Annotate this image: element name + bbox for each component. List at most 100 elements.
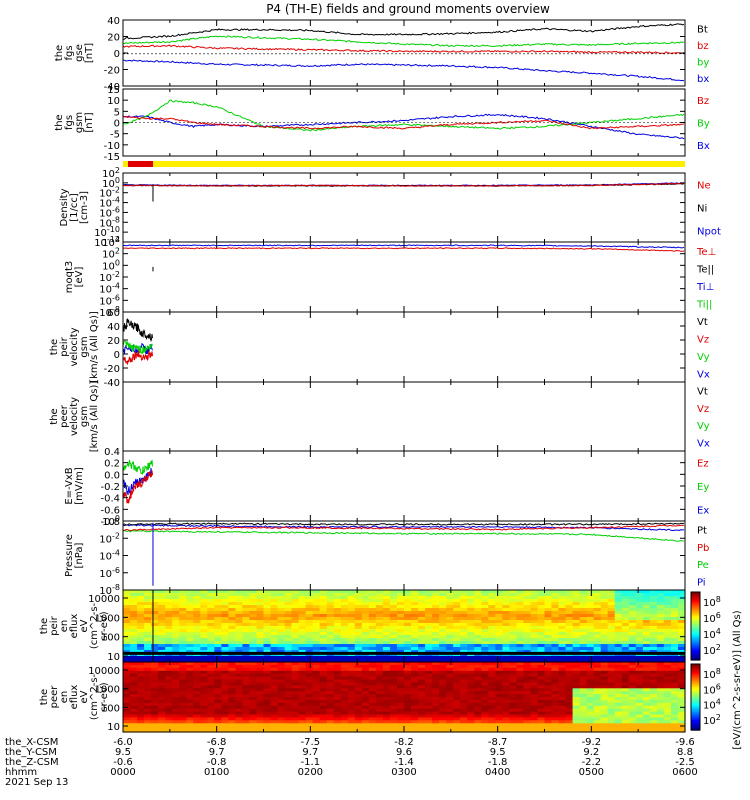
heatmap-cell: [326, 650, 335, 654]
heatmap-cell: [340, 638, 349, 642]
heatmap-cell: [291, 644, 300, 648]
heatmap-cell: [671, 608, 679, 612]
heatmap-cell: [544, 617, 553, 621]
heatmap-cell: [200, 688, 208, 692]
colorbar-tick-label: 102: [703, 643, 721, 657]
heatmap-cell: [656, 662, 665, 666]
heatmap-cell: [474, 605, 482, 609]
heatmap-cell: [291, 682, 300, 686]
heatmap-cell: [151, 723, 159, 727]
legend-entry: By: [697, 119, 710, 130]
heatmap-cell: [165, 623, 173, 627]
heatmap-cell: [509, 673, 517, 678]
heatmap-cell: [158, 714, 166, 718]
heatmap-cell: [319, 708, 328, 713]
heatmap-cell: [425, 679, 433, 683]
heatmap-cell: [354, 664, 363, 669]
heatmap-cell: [453, 664, 461, 669]
heatmap-cell: [270, 694, 279, 698]
heatmap-cell: [678, 708, 686, 713]
heatmap-cell: [228, 650, 236, 654]
heatmap-cell: [368, 602, 377, 606]
heatmap-cell: [579, 711, 588, 716]
y-tick-label: -5: [110, 130, 120, 141]
heatmap-cell: [656, 650, 665, 654]
heatmap-cell: [263, 635, 272, 639]
heatmap-cell: [460, 614, 468, 618]
heatmap-cell: [439, 694, 447, 698]
heatmap-cell: [347, 702, 356, 707]
heatmap-cell: [291, 617, 300, 621]
heatmap-cell: [523, 605, 531, 609]
heatmap-cell: [530, 641, 539, 645]
heatmap-cell: [165, 702, 173, 707]
heatmap-cell: [263, 699, 272, 704]
heatmap-cell: [186, 608, 194, 612]
heatmap-cell: [671, 702, 679, 707]
heatmap-cell: [298, 635, 307, 639]
heatmap-cell: [326, 670, 335, 675]
heatmap-cell: [656, 629, 665, 633]
heatmap-cell: [565, 656, 574, 660]
y-axis-label-line: the: [49, 339, 60, 355]
heatmap-cell: [418, 694, 426, 698]
heatmap-cell: [418, 670, 426, 675]
heatmap-cell: [495, 635, 503, 639]
heatmap-cell: [404, 641, 412, 645]
colorbar-cell: [691, 648, 700, 651]
heatmap-cell: [397, 647, 405, 651]
heatmap-cell: [537, 626, 546, 630]
heatmap-cell: [614, 623, 623, 627]
heatmap-cell: [235, 593, 243, 597]
heatmap-cell: [347, 664, 356, 669]
heatmap-cell: [579, 632, 588, 636]
axis-row-value: -0.6: [113, 757, 133, 768]
heatmap-cell: [333, 644, 342, 648]
heatmap-cell: [193, 682, 201, 686]
heatmap-cell: [361, 694, 370, 698]
heatmap-cell: [446, 602, 454, 606]
heatmap-cell: [242, 662, 250, 666]
heatmap-cell: [228, 697, 236, 701]
heatmap-cell: [193, 726, 201, 730]
heatmap-cell: [326, 605, 335, 609]
heatmap-cell: [586, 644, 595, 648]
heatmap-cell: [572, 673, 581, 678]
heatmap-cell: [663, 699, 672, 704]
y-tick-label: 10000: [88, 666, 120, 677]
heatmap-cell: [235, 608, 243, 612]
heatmap-cell: [432, 605, 440, 609]
heatmap-cell: [137, 620, 145, 624]
y-tick-label: 10: [107, 722, 120, 733]
heatmap-cell: [256, 656, 265, 660]
y-tick-label: 10-8: [99, 583, 120, 597]
colorbar-cell: [691, 687, 700, 690]
heatmap-cell: [165, 711, 173, 716]
heatmap-cell: [467, 593, 475, 597]
heatmap-cell: [516, 626, 524, 630]
heatmap-cell: [509, 679, 517, 683]
heatmap-cell: [270, 611, 279, 615]
heatmap-cell: [460, 611, 468, 615]
heatmap-cell: [460, 590, 468, 594]
heatmap-cell: [200, 694, 208, 698]
axis-row-value: -9.2: [582, 737, 602, 748]
heatmap-cell: [368, 650, 377, 654]
heatmap-cell: [425, 644, 433, 648]
heatmap-cell: [453, 697, 461, 701]
heatmap-cell: [291, 614, 300, 618]
heatmap-cell: [186, 673, 194, 678]
heatmap-cell: [333, 605, 342, 609]
heatmap-cell: [663, 611, 672, 615]
heatmap-cell: [642, 635, 651, 639]
heatmap-cell: [340, 617, 349, 621]
heatmap-cell: [474, 702, 482, 707]
heatmap-cell: [340, 593, 349, 597]
heatmap-cell: [389, 623, 398, 627]
heatmap-cell: [333, 626, 342, 630]
heatmap-cell: [214, 590, 222, 594]
heatmap-cell: [361, 596, 370, 600]
heatmap-cell: [649, 620, 658, 624]
heatmap-cell: [509, 729, 517, 733]
heatmap-cell: [277, 620, 286, 624]
